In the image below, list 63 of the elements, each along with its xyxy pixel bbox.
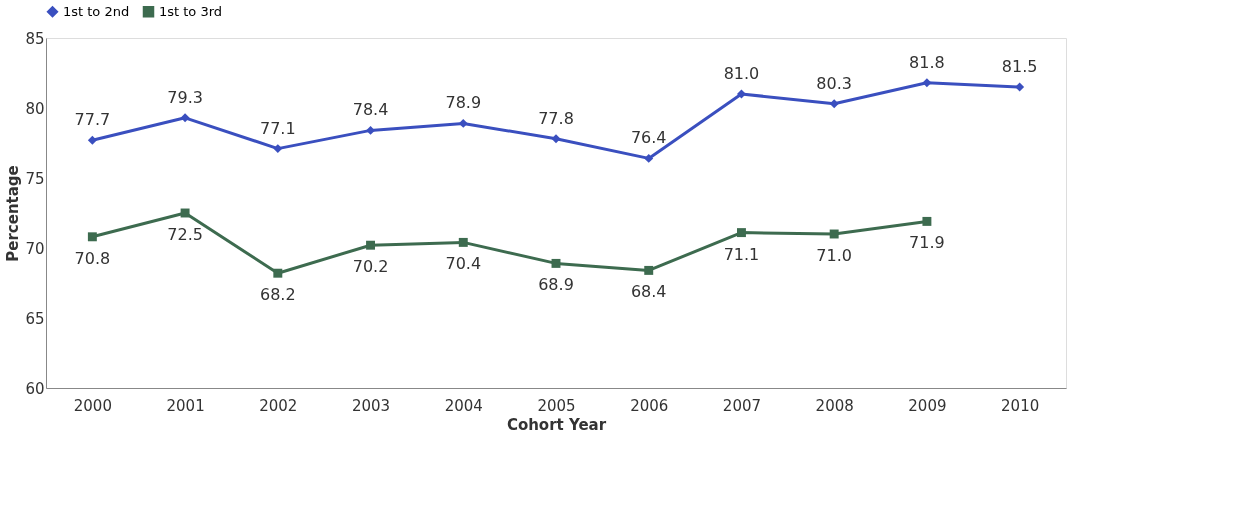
data-label: 78.9 xyxy=(445,93,482,113)
x-tick-label: 2003 xyxy=(351,396,391,415)
y-tick-label: 65 xyxy=(25,309,45,328)
point xyxy=(922,216,932,226)
x-tick-label: 2001 xyxy=(166,396,205,415)
point xyxy=(366,125,376,135)
data-label: 71.0 xyxy=(816,246,852,265)
point xyxy=(922,78,932,88)
data-label: 71.9 xyxy=(909,233,945,253)
x-tick-label: 2010 xyxy=(1001,396,1040,415)
point xyxy=(180,113,190,123)
data-label: 77.8 xyxy=(538,108,574,128)
data-label: 72.5 xyxy=(167,225,203,244)
x-axis-title: Cohort Year xyxy=(506,415,607,434)
point xyxy=(644,265,654,275)
point xyxy=(644,153,654,163)
data-label: 81.8 xyxy=(909,52,945,72)
point xyxy=(736,228,746,238)
data-label: 68.4 xyxy=(630,282,667,302)
x-tick-label: 2005 xyxy=(537,396,576,415)
y-tick-label: 70 xyxy=(25,239,45,258)
data-label: 79.3 xyxy=(167,87,203,107)
data-label: 78.4 xyxy=(352,100,389,120)
x-tick-label: 2006 xyxy=(630,396,669,415)
data-label: 68.9 xyxy=(538,275,574,295)
point xyxy=(829,229,839,239)
x-tick-label: 2002 xyxy=(259,396,298,415)
point xyxy=(829,99,839,109)
data-label: 81.0 xyxy=(723,64,760,83)
y-tick-label: 80 xyxy=(25,99,45,118)
data-label: 70.4 xyxy=(445,254,482,274)
x-tick-label: 2007 xyxy=(722,396,762,415)
data-label: 77.1 xyxy=(260,118,296,138)
legend-label: 1st to 2nd xyxy=(63,3,130,19)
x-tick-label: 2009 xyxy=(908,396,947,415)
data-label: 70.8 xyxy=(74,248,111,268)
point xyxy=(273,268,283,278)
y-tick-label: 60 xyxy=(25,379,45,398)
x-tick-label: 2004 xyxy=(444,396,483,415)
point xyxy=(273,144,283,154)
point xyxy=(87,232,97,242)
point xyxy=(551,134,561,144)
data-label: 71.1 xyxy=(723,244,760,264)
x-tick-label: 2000 xyxy=(73,396,112,415)
data-label: 81.5 xyxy=(1001,57,1038,76)
point xyxy=(366,240,376,250)
point xyxy=(736,89,746,99)
point xyxy=(1015,82,1025,92)
y-tick-label: 85 xyxy=(25,29,45,48)
data-label: 76.4 xyxy=(630,128,667,148)
legend-label: 1st to 3rd xyxy=(159,3,223,19)
point xyxy=(87,135,97,145)
point xyxy=(458,237,468,247)
data-label: 70.2 xyxy=(352,257,389,277)
point xyxy=(551,258,561,268)
point xyxy=(458,118,468,128)
y-tick-label: 75 xyxy=(25,169,45,188)
x-tick-label: 2008 xyxy=(815,396,854,415)
y-axis-title: Percentage xyxy=(4,165,23,262)
point xyxy=(180,208,190,218)
data-label: 68.2 xyxy=(260,285,296,305)
data-label: 80.3 xyxy=(816,73,852,93)
data-label: 77.7 xyxy=(74,110,111,130)
